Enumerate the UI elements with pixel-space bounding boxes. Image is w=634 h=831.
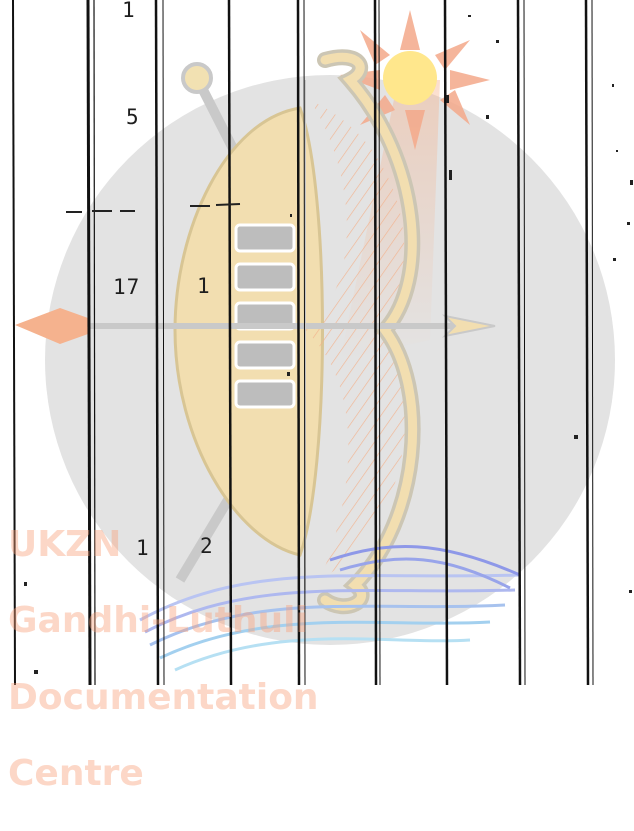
archive-watermark: UKZN Gandhi-Luthuli Documentation Centre — [8, 488, 319, 831]
sun-icon — [340, 10, 490, 150]
watermark-line: UKZN — [8, 524, 122, 566]
ledger-column-rules — [12, 0, 633, 685]
arrow-icon — [15, 308, 496, 344]
ledger-entry-3: 17 — [113, 275, 141, 299]
dashed-separator — [66, 203, 241, 213]
watermark-line: Gandhi-Luthuli — [8, 600, 308, 642]
shield-icon — [173, 106, 324, 557]
scan-specks — [24, 15, 633, 674]
ledger-entry-6: 2 — [200, 534, 214, 558]
scanned-ledger-page: 1 5 17 1 1 2 UKZN Gandhi-Luthuli Documen… — [8, 0, 633, 793]
ledger-entry-5: 1 — [136, 536, 150, 560]
ledger-entry-1: 1 — [122, 0, 136, 22]
watermark-line: Centre — [8, 753, 144, 795]
ledger-entry-4: 1 — [197, 274, 211, 298]
ledger-entry-2: 5 — [126, 105, 140, 129]
